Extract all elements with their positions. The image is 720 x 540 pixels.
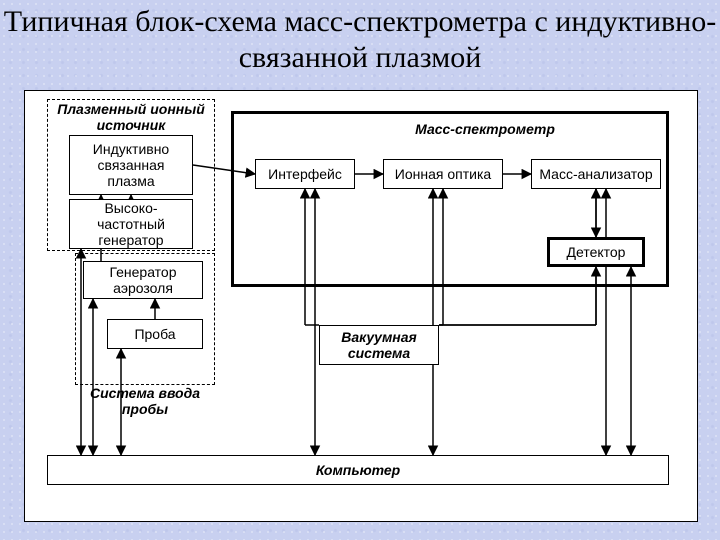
node-aerosol-gen: Генератор аэрозоля [83, 261, 203, 299]
node-hf-generator: Высоко- частотный генератор [69, 199, 193, 249]
node-mass-analyzer: Масс-анализатор [531, 159, 661, 189]
node-interface: Интерфейс [255, 159, 355, 189]
node-computer: Компьютер [47, 455, 669, 485]
node-detector: Детектор [547, 237, 645, 267]
group-spectrometer-label: Масс-спектрометр [395, 121, 575, 137]
diagram-canvas: Плазменный ионный источник Масс-спектром… [24, 90, 698, 522]
node-plasma: Индуктивно связанная плазма [69, 135, 193, 195]
node-sample: Проба [107, 319, 203, 349]
group-ion-source-label: Плазменный ионный источник [53, 101, 209, 133]
node-vacuum-system: Вакуумная система [319, 325, 439, 365]
group-sample-intro-label: Система ввода пробы [83, 385, 207, 417]
node-ion-optics: Ионная оптика [383, 159, 503, 189]
page-title: Типичная блок-схема масс-спектрометра с … [0, 4, 720, 76]
